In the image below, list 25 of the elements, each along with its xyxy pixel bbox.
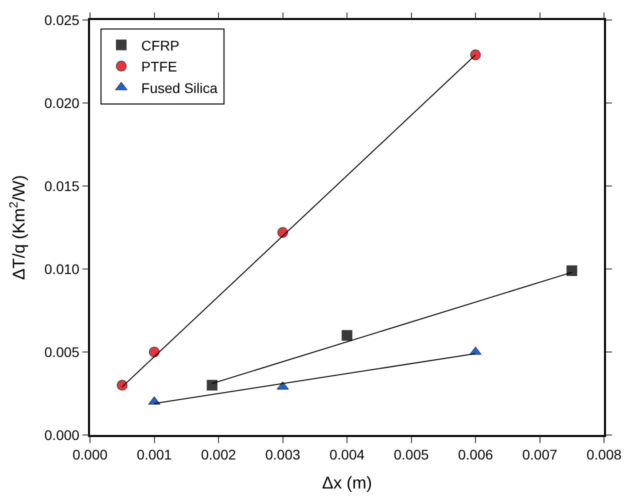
legend-label: Fused Silica bbox=[141, 80, 218, 96]
x-tick-label: 0.003 bbox=[265, 446, 300, 463]
point bbox=[470, 50, 481, 60]
point bbox=[206, 380, 218, 390]
x-tick-label: 0.002 bbox=[200, 446, 236, 463]
y-tick-label: 0.000 bbox=[44, 426, 80, 443]
x-tick-label: 0.006 bbox=[458, 446, 494, 463]
y-tick-label: 0.025 bbox=[44, 12, 80, 28]
point bbox=[148, 346, 160, 358]
x-tick-label: 0.007 bbox=[522, 446, 558, 463]
y-tick-label: 0.020 bbox=[44, 94, 80, 111]
y-tick-label: 0.010 bbox=[44, 260, 80, 277]
x-tick-label: 0.001 bbox=[136, 446, 172, 463]
y-tick-label: 0.015 bbox=[44, 178, 80, 194]
x-tick-label: 0.004 bbox=[329, 446, 365, 463]
point bbox=[342, 330, 352, 341]
legend-label: PTFE bbox=[141, 58, 178, 75]
legend-label: CFRP bbox=[141, 37, 180, 54]
point bbox=[116, 380, 128, 390]
x-tick-label: 0.000 bbox=[72, 446, 108, 463]
x-tick-label: 0.005 bbox=[394, 446, 429, 463]
x-axis-title: Δx (m) bbox=[322, 473, 372, 492]
x-tick-label: 0.008 bbox=[586, 446, 622, 463]
point bbox=[566, 265, 578, 276]
y-tick-label: 0.005 bbox=[44, 344, 80, 360]
